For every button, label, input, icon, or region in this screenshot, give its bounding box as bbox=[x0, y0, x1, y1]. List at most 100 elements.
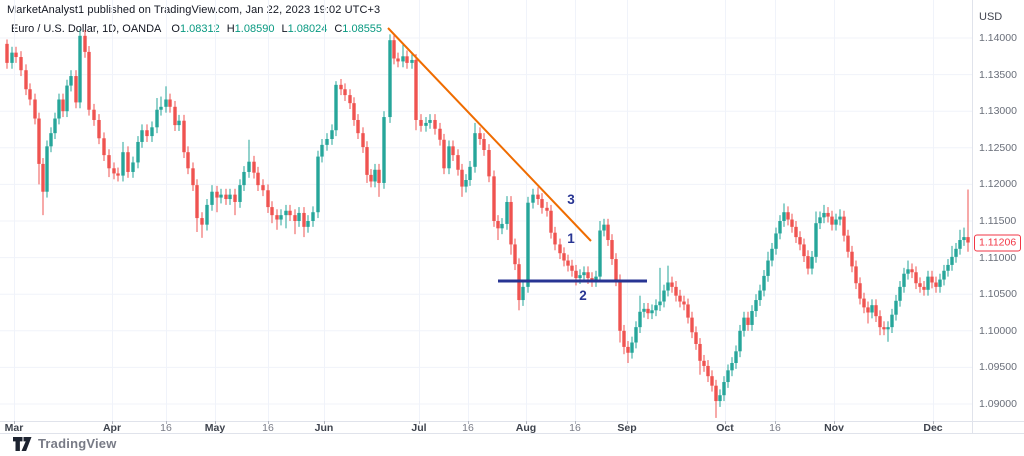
candle-up bbox=[410, 59, 414, 63]
candle-down bbox=[646, 308, 650, 314]
candle-up bbox=[782, 212, 786, 221]
candle-up bbox=[754, 300, 758, 312]
ohlc-high-value: 1.08590 bbox=[234, 23, 275, 35]
candle-down bbox=[61, 99, 65, 112]
ohlc-low: L1.08024 bbox=[281, 23, 327, 35]
candle-up bbox=[521, 286, 525, 301]
candle-down bbox=[433, 119, 437, 129]
candle-up bbox=[762, 275, 766, 291]
time-axis[interactable]: Mar Apr 16 May 16 Jun Jul 16 Aug 16 Sep Oct 16 Nov Dec bbox=[0, 421, 972, 434]
candle-up bbox=[890, 314, 894, 328]
candle-up bbox=[734, 351, 738, 364]
candle-down bbox=[846, 235, 850, 252]
candle-up bbox=[822, 212, 826, 218]
price-tick: 1.09500 bbox=[979, 361, 1017, 374]
candle-up bbox=[870, 305, 874, 313]
candle-down bbox=[482, 139, 486, 150]
candle-up bbox=[57, 99, 61, 119]
candle-up bbox=[373, 169, 377, 182]
candle-down bbox=[460, 169, 464, 187]
candle-down bbox=[456, 155, 460, 170]
brand-text[interactable]: TradingView bbox=[38, 436, 117, 451]
candle-up bbox=[284, 210, 288, 216]
candle-up bbox=[49, 133, 53, 147]
candle-down bbox=[215, 191, 219, 198]
candle-down bbox=[252, 161, 256, 173]
candle-up bbox=[500, 223, 504, 229]
footer-brand[interactable]: TradingView bbox=[13, 436, 117, 451]
candle-down bbox=[606, 224, 610, 241]
candle-down bbox=[112, 168, 116, 174]
candle-down bbox=[545, 207, 549, 211]
time-tick: 16 bbox=[569, 422, 581, 434]
candle-up bbox=[770, 248, 774, 261]
candle-up bbox=[219, 194, 223, 198]
candle-down bbox=[842, 216, 846, 236]
candle-down bbox=[28, 89, 32, 100]
candle-up bbox=[926, 276, 930, 290]
candle-up bbox=[630, 342, 634, 353]
candle-down bbox=[586, 272, 590, 279]
candle-down bbox=[553, 232, 557, 245]
candle-down bbox=[830, 216, 834, 225]
candle-up bbox=[642, 308, 646, 312]
candle-up bbox=[297, 212, 301, 221]
candle-up bbox=[65, 85, 69, 112]
candle-down bbox=[614, 259, 618, 281]
candle-up bbox=[958, 240, 962, 249]
candle-down bbox=[33, 99, 37, 119]
price-tick: 1.12500 bbox=[979, 141, 1017, 154]
candle-down bbox=[513, 244, 517, 265]
candle-down bbox=[339, 84, 343, 90]
ohlc-close: C1.08555 bbox=[334, 23, 382, 35]
ohlc-high: H1.08590 bbox=[227, 23, 275, 35]
candle-down bbox=[562, 253, 566, 261]
candle-wick bbox=[963, 227, 965, 246]
candle-up bbox=[526, 202, 530, 287]
price-tick: 1.10000 bbox=[979, 324, 1017, 337]
candle-down bbox=[496, 221, 500, 229]
candle-down bbox=[850, 251, 854, 267]
price-tick: 1.11500 bbox=[979, 215, 1017, 227]
ohlc-close-label: C bbox=[334, 23, 343, 35]
candle-up bbox=[316, 156, 320, 213]
ohlc-high-label: H bbox=[226, 23, 235, 35]
price-tick: 1.11000 bbox=[979, 251, 1017, 264]
candle-wick bbox=[402, 43, 404, 68]
candle-up bbox=[750, 311, 754, 325]
candle-up bbox=[950, 256, 954, 265]
candle-up bbox=[818, 217, 822, 224]
trendline[interactable] bbox=[387, 27, 592, 242]
time-tick: Nov bbox=[824, 422, 844, 434]
candle-up bbox=[666, 282, 670, 291]
tradingview-logo-icon[interactable] bbox=[13, 436, 32, 451]
price-tick: 1.12000 bbox=[979, 178, 1017, 191]
candle-down bbox=[478, 133, 482, 140]
candle-up bbox=[954, 248, 958, 257]
price-axis[interactable]: USD 1.11206 1.14000 1.13500 1.13000 1.12500… bbox=[972, 0, 1024, 433]
candle-up bbox=[330, 130, 334, 140]
candle-down bbox=[392, 40, 396, 59]
candle-down bbox=[794, 226, 798, 238]
candle-down bbox=[356, 119, 360, 134]
price-tick: 1.13000 bbox=[979, 105, 1017, 118]
candle-up bbox=[718, 395, 722, 402]
candle-wick bbox=[165, 86, 167, 113]
candle-down bbox=[806, 256, 810, 269]
candle-down bbox=[882, 327, 886, 330]
candle-down bbox=[866, 307, 870, 313]
ohlc-low-label: L bbox=[281, 23, 288, 35]
candle-up bbox=[247, 161, 251, 172]
candle-up bbox=[722, 382, 726, 396]
time-tick: 16 bbox=[769, 422, 781, 434]
candle-up bbox=[531, 194, 535, 203]
candle-up bbox=[155, 109, 159, 128]
candle-down bbox=[186, 152, 190, 169]
candle-down bbox=[798, 237, 802, 245]
candle-up bbox=[401, 56, 405, 62]
candle-wick bbox=[160, 96, 162, 116]
annotation-label-3: 3 bbox=[567, 192, 575, 207]
candle-down bbox=[540, 199, 544, 208]
